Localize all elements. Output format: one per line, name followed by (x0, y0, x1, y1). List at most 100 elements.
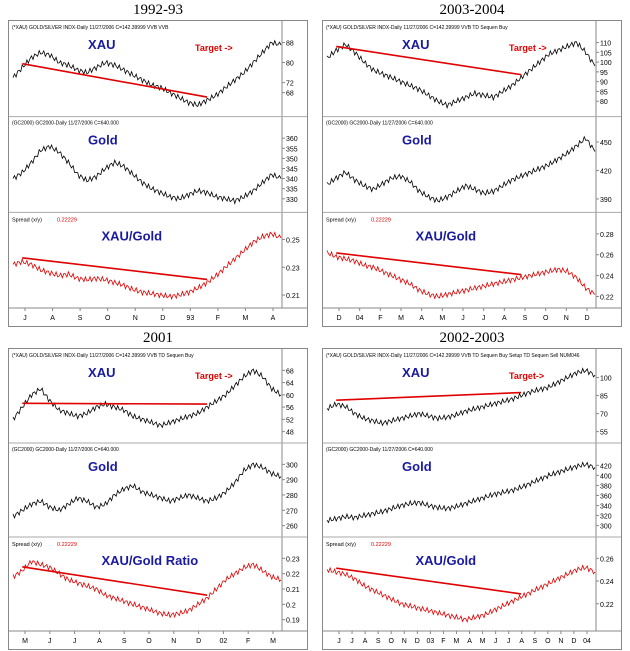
axis-tick-label: 390 (600, 197, 612, 204)
axis-tick-label: 0.2 (286, 602, 296, 609)
x-axis-tick-label: M (398, 315, 404, 322)
x-axis-tick-label: J (48, 638, 52, 645)
axis-tick-label: 85 (600, 89, 608, 96)
axis-tick-label: 52 (286, 417, 294, 424)
x-axis-tick-label: M (439, 315, 445, 322)
trend-line-xau (22, 402, 208, 405)
target-label: Target -> (509, 43, 547, 53)
x-axis-tick-label: D (196, 638, 201, 645)
trend-line-xau (22, 62, 208, 98)
chart-title-2: 2003-2004 (439, 2, 505, 18)
spread-header: Spread (x/y) (12, 217, 42, 223)
trend-line-spread (22, 566, 208, 596)
spread-label: XAU/Gold (101, 228, 162, 243)
xau-label: XAU (88, 365, 115, 380)
axis-tick-label: 0.23 (286, 265, 300, 272)
x-axis-tick-label: A (271, 315, 276, 322)
x-axis-tick-label: 04 (583, 638, 591, 645)
price-header: (*XAU) GOLD/SILVER INDX-Daily 11/27/2006… (12, 25, 169, 31)
axis-tick-label: 270 (286, 508, 298, 515)
price-header: (*XAU) GOLD/SILVER INDX-Daily 11/27/2006… (12, 353, 194, 359)
axis-tick-label: 355 (286, 146, 298, 153)
axis-tick-label: 350 (286, 156, 298, 163)
spread-header: Spread (x/y) (326, 217, 356, 223)
x-axis-tick-label: M (454, 638, 460, 645)
axis-tick-label: 450 (600, 140, 612, 147)
x-axis-tick-label: A (419, 315, 424, 322)
x-axis-tick-label: S (532, 638, 537, 645)
axis-tick-label: 100 (600, 376, 612, 383)
x-axis-tick-label: J (350, 638, 354, 645)
axis-tick-label: 0.22 (600, 602, 614, 609)
gold-header: (GC2000) GC2000-Daily 11/27/2006 C=640.0… (326, 447, 433, 453)
x-axis-tick-label: S (376, 638, 381, 645)
axis-tick-label: 68 (286, 368, 294, 375)
axis-tick-label: 300 (600, 524, 612, 531)
axis-tick-label: 48 (286, 430, 294, 437)
spread-value: 0.22229 (371, 217, 391, 223)
series-line-xau (12, 39, 282, 108)
x-axis-tick-label: F (246, 638, 250, 645)
axis-tick-label: 0.26 (600, 253, 614, 260)
axis-tick-label: 0.21 (286, 293, 300, 300)
x-axis-tick-label: A (363, 638, 368, 645)
trend-line-xau (336, 391, 522, 402)
x-axis-tick-label: O (543, 315, 549, 322)
series-line-gold (326, 461, 596, 524)
axis-tick-label: 320 (600, 514, 612, 521)
series-line-xau (12, 368, 282, 429)
gold-label: Gold (88, 459, 118, 474)
series-line-spread (12, 231, 282, 301)
axis-tick-label: 360 (600, 494, 612, 501)
axis-tick-label: 0.22 (600, 294, 614, 301)
xau-label: XAU (88, 37, 115, 52)
axis-tick-label: 0.28 (600, 232, 614, 239)
trend-line-spread (336, 567, 522, 595)
chart-title-4: 2002-2003 (439, 330, 505, 346)
axis-tick-label: 0.19 (286, 618, 300, 625)
axis-tick-label: 0.24 (600, 579, 614, 586)
spread-header: Spread (x/y) (326, 542, 356, 548)
chart-title-1: 1992-93 (133, 2, 183, 18)
axis-tick-label: 335 (286, 187, 298, 194)
axis-tick-label: 280 (286, 493, 298, 500)
x-axis-tick-label: N (133, 315, 138, 322)
x-axis-tick-label: 04 (356, 315, 364, 322)
axis-tick-label: 80 (286, 61, 294, 68)
x-axis-tick-label: M (243, 315, 249, 322)
x-axis-tick-label: N (564, 315, 569, 322)
axis-tick-label: 0.21 (286, 587, 300, 594)
price-header: (*XAU) GOLD/SILVER INDX-Daily 11/27/2006… (326, 353, 580, 359)
axis-tick-label: 95 (600, 70, 608, 77)
x-axis-tick-label: O (105, 315, 111, 322)
x-axis-tick-label: 93 (186, 315, 194, 322)
x-axis-tick-label: D (160, 315, 165, 322)
axis-tick-label: 0.22 (286, 572, 300, 579)
x-axis-tick-label: S (122, 638, 127, 645)
gold-label: Gold (402, 459, 432, 474)
x-axis-tick-label: O (545, 638, 551, 645)
axis-tick-label: 110 (600, 41, 611, 48)
chart-2002-2003: 100 85 70 55 (*XAU) GOLD/SILVER INDX-Daily 1… (322, 348, 622, 650)
series-line-spread (12, 559, 282, 619)
axis-tick-label: 420 (600, 463, 612, 470)
x-axis-tick-label: D (336, 315, 341, 322)
axis-tick-label: 0.26 (600, 556, 614, 563)
gold-header: (GC2000) GC2000-Daily 11/27/2006 C=640.0… (12, 447, 119, 453)
axis-tick-label: 68 (286, 91, 294, 98)
axis-tick-label: 72 (286, 81, 294, 88)
spread-label: XAU/Gold (415, 228, 476, 243)
trend-line-spread (22, 257, 208, 281)
x-axis-tick-label: M (480, 638, 486, 645)
x-axis-tick-label: 02 (220, 638, 228, 645)
series-line-spread (326, 250, 596, 300)
gold-header: (GC2000) GC2000-Daily 11/27/2006 C=640.0… (12, 121, 119, 127)
x-axis-tick-label: J (507, 638, 511, 645)
axis-tick-label: 340 (286, 177, 298, 184)
x-axis-tick-label: J (461, 315, 465, 322)
x-axis-tick-label: D (415, 638, 420, 645)
x-axis-tick-label: A (50, 315, 55, 322)
x-axis-tick-label: F (378, 315, 382, 322)
x-axis-tick-label: 03 (426, 638, 434, 645)
x-axis-tick-label: J (23, 315, 27, 322)
